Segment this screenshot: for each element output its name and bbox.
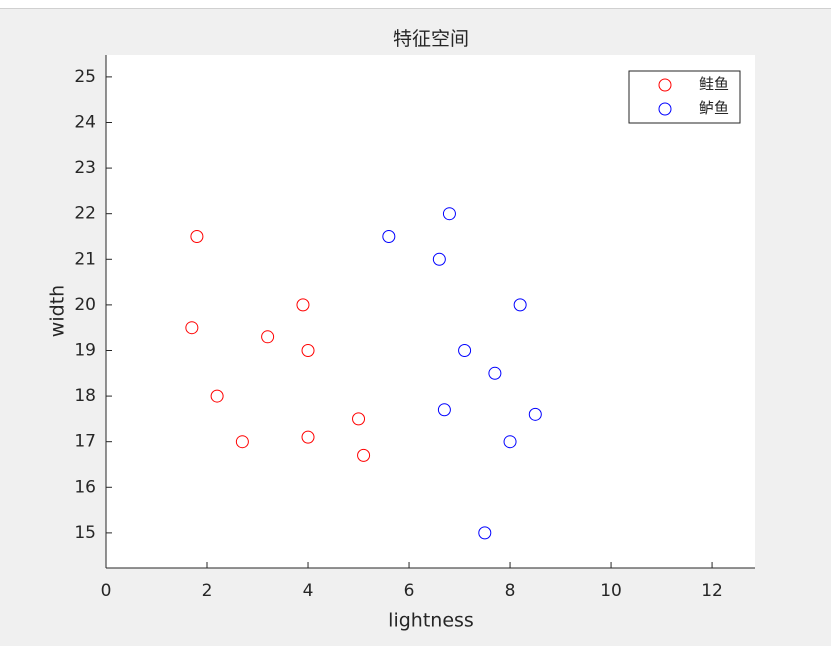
point	[458, 343, 472, 357]
y-tick-label: 23	[74, 158, 96, 178]
point	[352, 412, 366, 426]
x-tick-label: 2	[202, 581, 213, 601]
point	[503, 435, 517, 449]
legend-label: 鲈鱼	[699, 99, 729, 117]
point	[261, 330, 275, 344]
point	[382, 229, 396, 243]
point	[210, 389, 224, 403]
y-tick-label: 25	[74, 67, 96, 87]
point	[357, 448, 371, 462]
chart-title: 特征空间	[393, 28, 469, 50]
x-tick-label: 10	[600, 581, 622, 601]
x-tick-label: 6	[404, 581, 415, 601]
x-tick-label: 8	[505, 581, 516, 601]
point	[437, 403, 451, 417]
legend-box	[628, 70, 741, 124]
toolbar-border	[0, 8, 831, 9]
point	[478, 526, 492, 540]
y-axis-label: width	[47, 285, 69, 337]
y-tick-label: 15	[74, 523, 96, 543]
y-tick-label: 18	[74, 386, 96, 406]
x-tick-label: 12	[701, 581, 723, 601]
y-tick-label: 16	[74, 477, 96, 497]
point	[488, 366, 502, 380]
legend-label: 鲑鱼	[699, 75, 729, 93]
y-tick-label: 17	[74, 432, 96, 452]
plot-area	[106, 55, 755, 568]
x-axis-label: lightness	[388, 610, 474, 632]
toolbar-strip	[0, 0, 831, 8]
point	[528, 407, 542, 421]
point	[190, 229, 204, 243]
y-tick-label: 19	[74, 340, 96, 360]
x-tick-label: 0	[101, 581, 112, 601]
legend-marker	[658, 102, 672, 116]
y-tick-label: 21	[74, 249, 96, 269]
point	[185, 321, 199, 335]
x-tick-label: 4	[303, 581, 314, 601]
y-tick-label: 22	[74, 204, 96, 224]
point	[442, 207, 456, 221]
legend-marker	[658, 78, 672, 92]
point	[235, 435, 249, 449]
point	[432, 252, 446, 266]
y-tick-label: 20	[74, 295, 96, 315]
point	[301, 430, 315, 444]
point	[513, 298, 527, 312]
y-tick-label: 24	[74, 112, 96, 132]
point	[296, 298, 310, 312]
point	[301, 343, 315, 357]
